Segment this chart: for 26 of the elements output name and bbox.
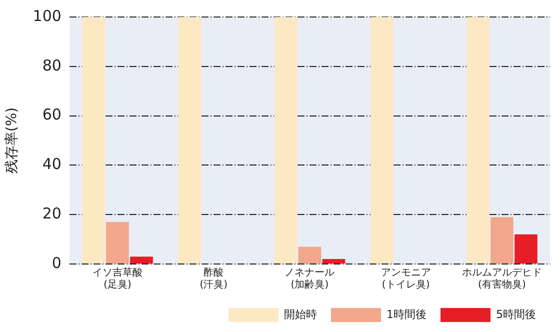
y-tick-label: 100 bbox=[32, 6, 62, 25]
y-axis-title: 残存率(%) bbox=[4, 107, 20, 174]
bar bbox=[514, 234, 538, 264]
y-tick-label: 20 bbox=[42, 204, 62, 222]
x-tick-label: ノネナール (加齢臭) bbox=[284, 268, 335, 291]
bar bbox=[322, 259, 346, 264]
x-tick-label: 酢酸 (汗臭) bbox=[200, 266, 228, 291]
y-tick-label: 60 bbox=[42, 106, 62, 124]
bar bbox=[466, 17, 490, 264]
x-tick-label: ホルムアルデヒド (有害物臭) bbox=[462, 268, 542, 291]
x-tick-label: アンモニア (トイレ臭) bbox=[380, 268, 431, 291]
bar bbox=[370, 17, 394, 264]
bar bbox=[106, 222, 129, 264]
legend-label: 1時間後 bbox=[386, 308, 427, 321]
y-tick-label: 40 bbox=[42, 155, 62, 174]
y-tick-label: 80 bbox=[42, 56, 62, 74]
bar bbox=[178, 17, 201, 264]
bar bbox=[130, 256, 153, 264]
y-tick-label: 0 bbox=[52, 254, 62, 272]
bar bbox=[82, 17, 105, 264]
bar bbox=[490, 217, 514, 264]
legend-label: 開始時 bbox=[284, 308, 318, 321]
x-tick-label: イソ吉草酸 (足臭) bbox=[92, 266, 142, 291]
bar bbox=[274, 17, 298, 264]
bar bbox=[298, 246, 322, 264]
legend-label: 5時間後 bbox=[496, 308, 536, 321]
